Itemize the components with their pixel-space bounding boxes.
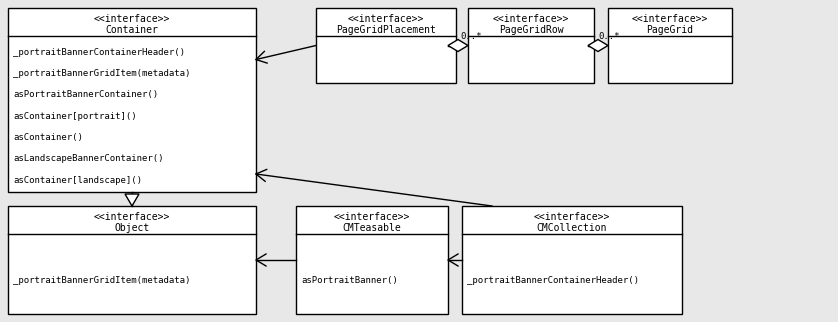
Text: 0..*: 0..* (460, 32, 482, 41)
Text: <<interface>>: <<interface>> (348, 14, 424, 24)
Text: Object: Object (114, 223, 150, 233)
Bar (316, 8, 456, 83)
Text: <<interface>>: <<interface>> (94, 212, 170, 222)
Text: asContainer(): asContainer() (13, 133, 83, 142)
Text: asPortraitBannerContainer(): asPortraitBannerContainer() (13, 90, 158, 99)
Bar (608, 8, 732, 83)
Bar (296, 206, 448, 314)
Text: asLandscapeBannerContainer(): asLandscapeBannerContainer() (13, 154, 163, 163)
Text: PageGrid: PageGrid (646, 25, 694, 35)
Text: PageGridPlacement: PageGridPlacement (336, 25, 436, 35)
Text: <<interface>>: <<interface>> (534, 212, 610, 222)
Text: <<interface>>: <<interface>> (493, 14, 569, 24)
Bar (8, 8, 256, 192)
Text: _portraitBannerGridItem(metadata): _portraitBannerGridItem(metadata) (13, 69, 190, 78)
Text: _portraitBannerContainerHeader(): _portraitBannerContainerHeader() (13, 48, 185, 57)
Text: <<interface>>: <<interface>> (632, 14, 708, 24)
Text: <<interface>>: <<interface>> (94, 14, 170, 24)
Text: PageGridRow: PageGridRow (499, 25, 563, 35)
Text: 0..*: 0..* (598, 32, 619, 41)
Bar (468, 8, 594, 83)
Bar (8, 206, 256, 314)
Polygon shape (125, 194, 139, 206)
Text: <<interface>>: <<interface>> (334, 212, 410, 222)
Text: asContainer[landscape](): asContainer[landscape]() (13, 176, 142, 185)
Polygon shape (588, 40, 608, 52)
Polygon shape (448, 40, 468, 52)
Text: _portraitBannerGridItem(metadata): _portraitBannerGridItem(metadata) (13, 276, 190, 285)
Text: asPortraitBanner(): asPortraitBanner() (301, 276, 398, 285)
Bar (462, 206, 682, 314)
Text: asContainer[portrait](): asContainer[portrait]() (13, 112, 137, 121)
Text: _portraitBannerContainerHeader(): _portraitBannerContainerHeader() (467, 276, 639, 285)
Text: Container: Container (106, 25, 158, 35)
Text: CMTeasable: CMTeasable (343, 223, 401, 233)
Text: CMCollection: CMCollection (537, 223, 608, 233)
